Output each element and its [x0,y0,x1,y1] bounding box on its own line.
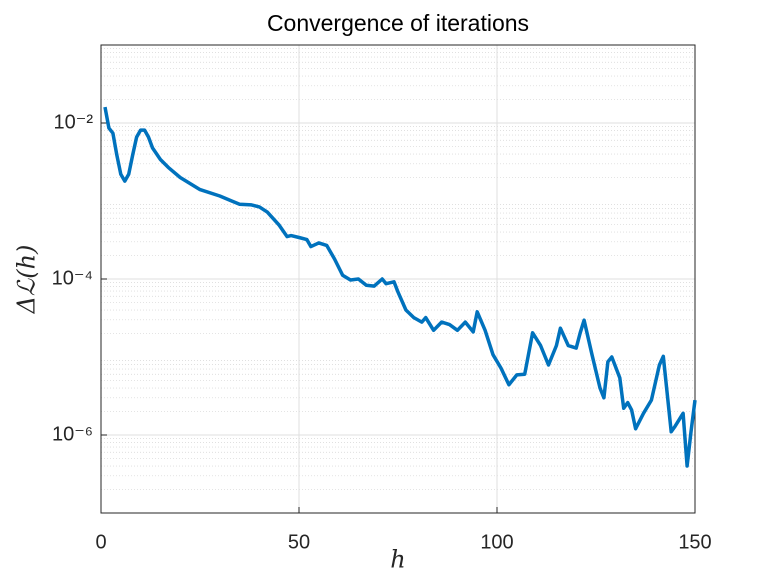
x-tick-label: 50 [288,531,310,553]
data-line [103,106,697,468]
y-tick-label: 10⁻² [54,111,94,133]
axes-box [100,44,696,514]
x-tick-label: 150 [678,531,711,553]
chart-title: Convergence of iterations [267,10,529,36]
x-tick-label: 0 [95,531,106,553]
x-tick-label: 100 [480,531,513,553]
x-axis-label: h [390,546,405,574]
y-tick-label: 10⁻⁶ [52,423,93,445]
y-axis-label: Δℒ(h) [13,245,41,315]
y-tick-label: 10⁻⁴ [52,267,93,289]
